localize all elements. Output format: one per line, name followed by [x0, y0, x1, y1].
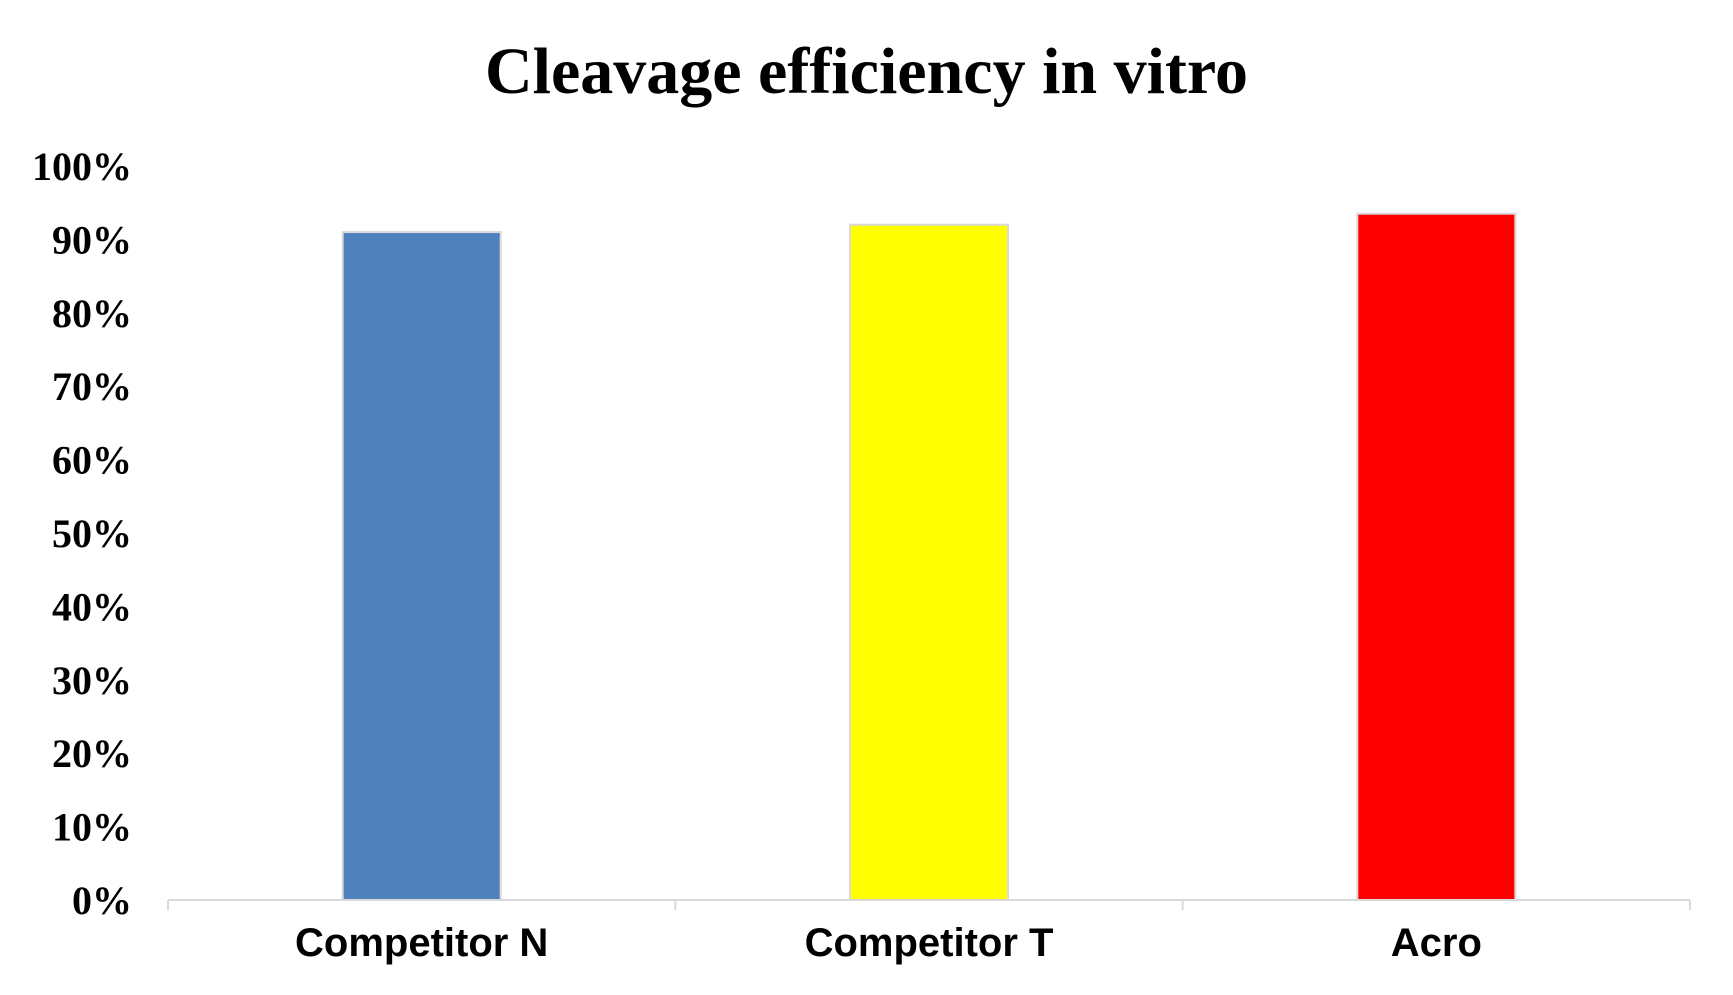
y-tick-label: 40%: [52, 584, 132, 629]
chart-title: Cleavage efficiency in vitro: [484, 35, 1249, 108]
y-tick-label: 30%: [52, 658, 132, 703]
x-tick-label: Competitor T: [805, 921, 1054, 965]
x-tick-label: Acro: [1391, 921, 1482, 965]
y-tick-label: 60%: [52, 438, 132, 483]
y-tick-label: 50%: [52, 511, 132, 556]
y-tick-label: 80%: [52, 291, 132, 336]
x-axis-tick-labels: Competitor N Competitor T Acro: [295, 921, 1482, 965]
bars-group: [341, 212, 1517, 902]
y-tick-label: 0%: [72, 878, 132, 923]
bar-acro: [1356, 212, 1517, 901]
x-axis: [167, 899, 1691, 910]
y-tick-label: 70%: [52, 364, 132, 409]
bar-competitor-t: [849, 223, 1009, 902]
y-tick-label: 90%: [52, 217, 132, 262]
y-tick-label: 20%: [52, 731, 132, 776]
x-tick-label: Competitor N: [295, 921, 548, 965]
y-tick-label: 100%: [32, 144, 132, 189]
y-tick-label: 10%: [52, 805, 132, 850]
bar-competitor-n: [341, 231, 502, 901]
y-axis-tick-labels: 0% 10% 20% 30% 40% 50% 60% 70% 80% 90% 100%: [32, 144, 132, 923]
